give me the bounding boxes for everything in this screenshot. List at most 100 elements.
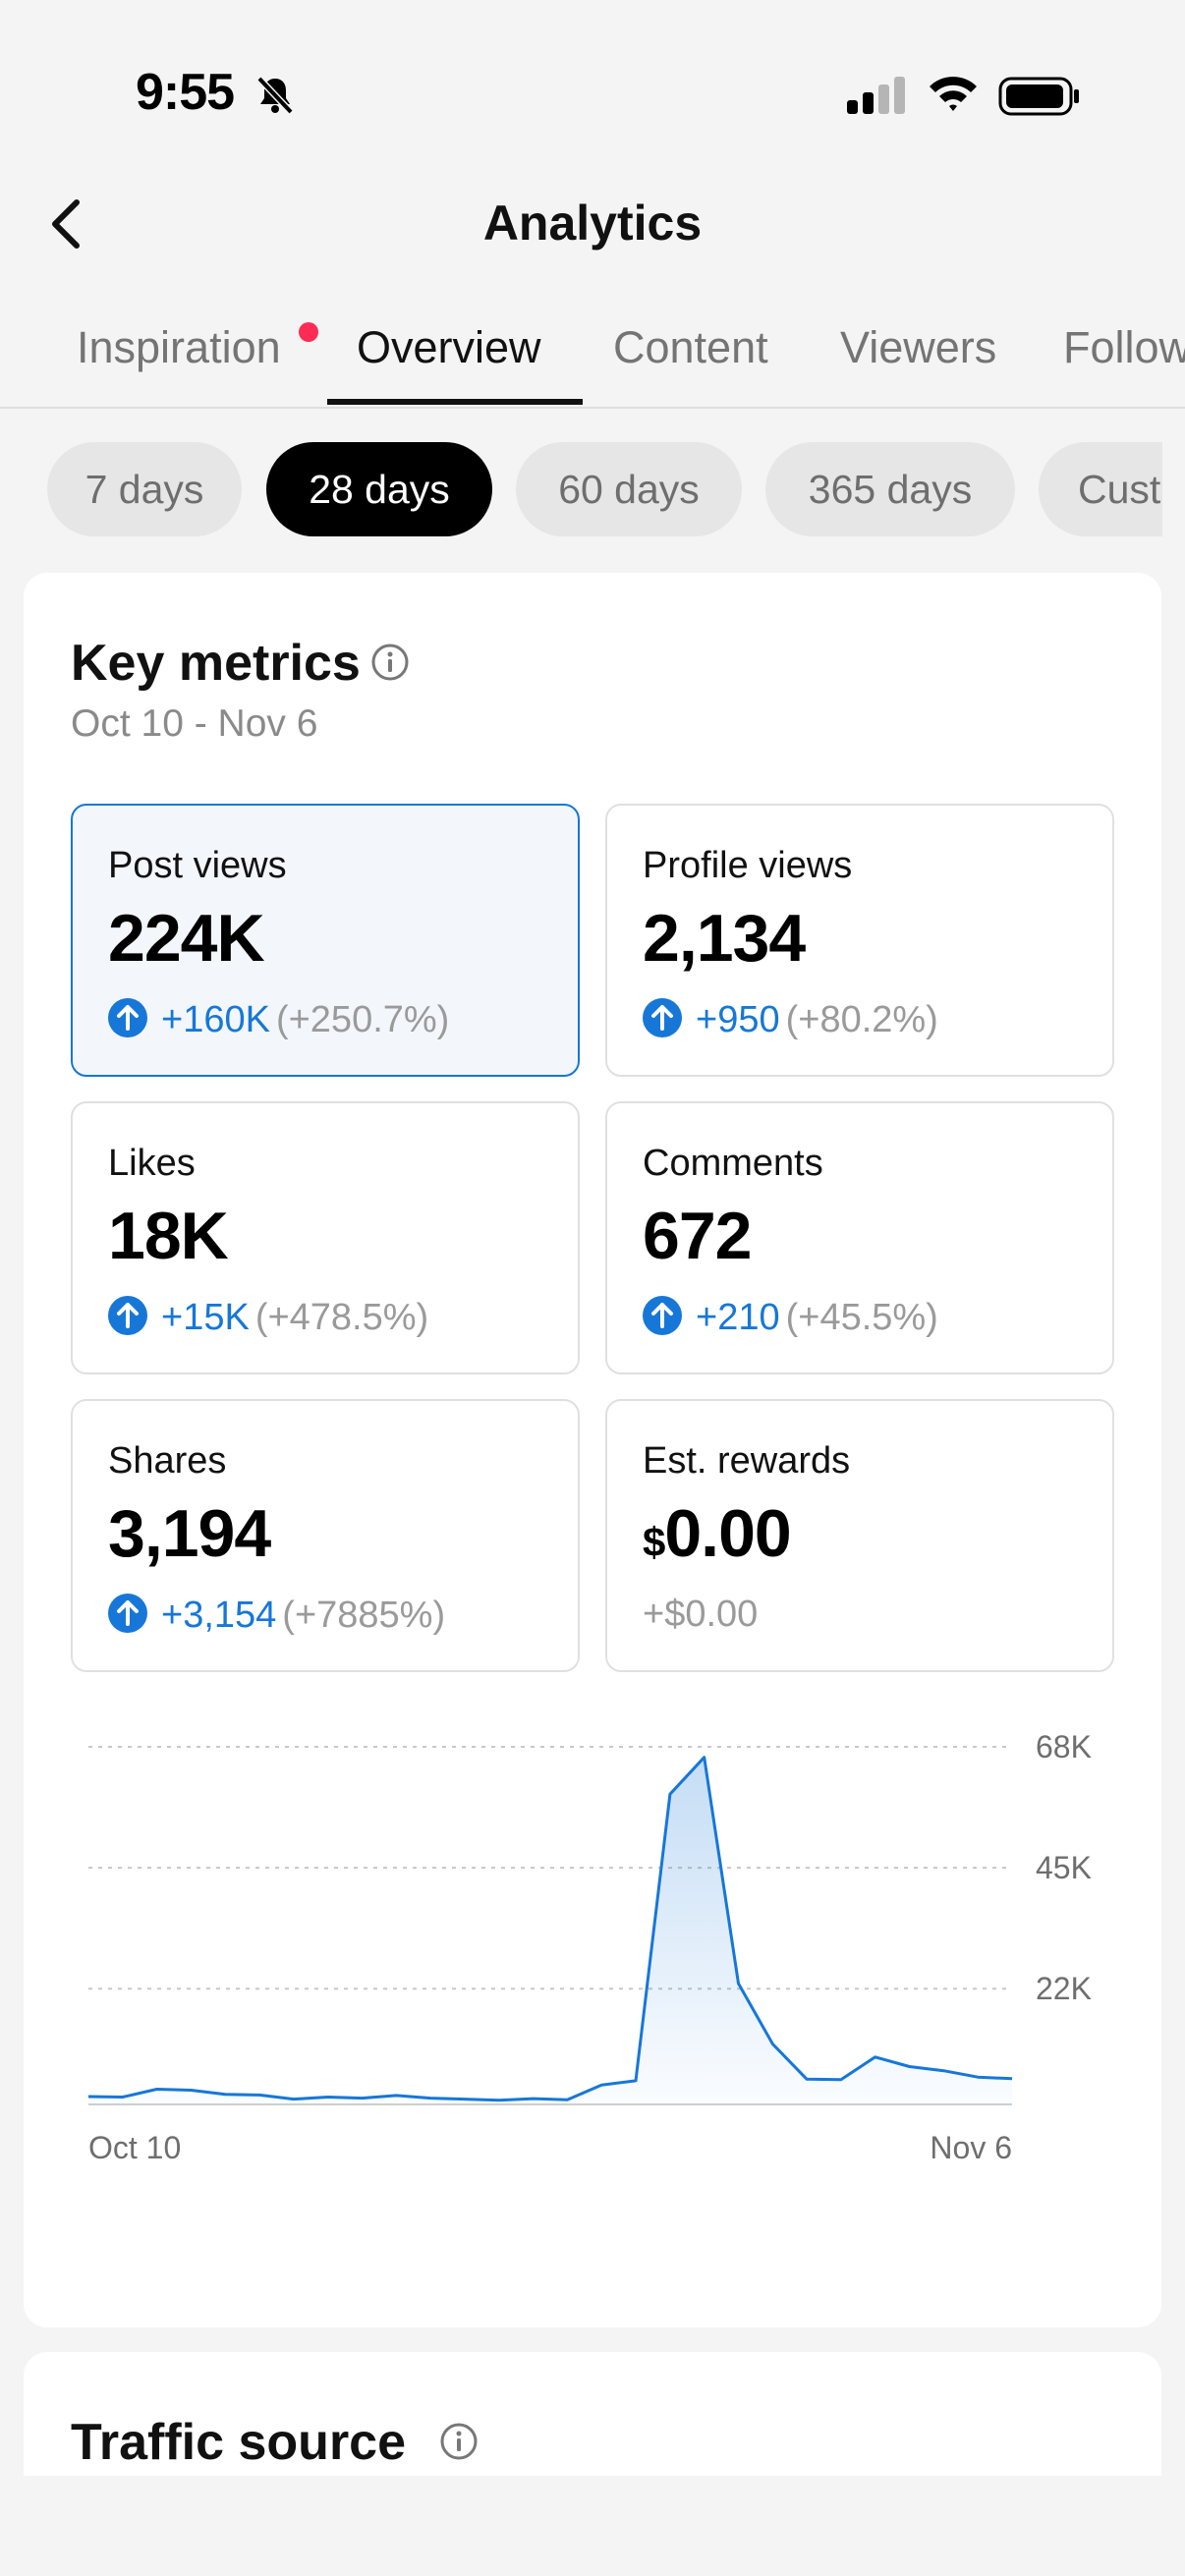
data-point (120, 2095, 126, 2100)
metric-delta: +160K (161, 999, 270, 1040)
tab-content[interactable]: Content (613, 322, 768, 372)
data-point (735, 1981, 741, 1987)
metric-delta: +950 (696, 999, 780, 1040)
metric-change: +$0.00 (643, 1594, 759, 1635)
tab-viewers[interactable]: Viewers (840, 322, 997, 372)
data-point (702, 1755, 707, 1761)
metric-delta: +15K (161, 1297, 250, 1338)
metric-profile-views[interactable]: Profile views 2,134 +950 (+80.2%) (605, 804, 1114, 1077)
x-start-label: Oct 10 (88, 2130, 181, 2165)
currency-symbol: $ (643, 1519, 665, 1565)
metric-value: 2,134 (643, 901, 806, 976)
traffic-source-title: Traffic source (71, 2414, 407, 2471)
arrow-up-icon (643, 998, 682, 1037)
metric-value: $0.00 (643, 1495, 792, 1572)
data-point (633, 2078, 639, 2084)
data-point (907, 2063, 913, 2069)
chart-series-line (87, 1756, 1013, 2102)
data-point (769, 2041, 775, 2046)
data-point (667, 1791, 673, 1797)
page-title: Analytics (482, 196, 703, 251)
status-time: 9:55 (136, 64, 235, 121)
metric-percent: (+45.5%) (785, 1297, 938, 1338)
metric-label: Shares (108, 1440, 227, 1482)
metric-change: +950 (+80.2%) (643, 998, 938, 1041)
bottom-area (0, 2476, 1185, 2576)
chart-area (88, 1757, 1012, 2104)
period-60-days[interactable]: 60 days (516, 442, 742, 536)
data-point (188, 2088, 194, 2094)
period-365-days[interactable]: 365 days (765, 442, 1015, 536)
metric-est-rewards[interactable]: Est. rewards $0.00 +$0.00 (605, 1399, 1114, 1672)
key-metrics-title: Key metrics (71, 635, 361, 692)
metric-value: 3,194 (108, 1496, 271, 1571)
y-tick-label: 22K (1036, 1971, 1092, 2006)
arrow-up-icon (108, 1594, 147, 1633)
status-bar: 9:55 (0, 0, 1185, 147)
data-point (154, 2086, 160, 2092)
info-icon[interactable] (438, 2421, 480, 2462)
data-point (85, 2094, 91, 2100)
x-end-label: Nov 6 (930, 2130, 1012, 2165)
y-tick-label: 45K (1036, 1850, 1092, 1885)
info-icon[interactable] (369, 642, 411, 683)
metric-value: 672 (643, 1199, 752, 1273)
wifi-icon (930, 77, 977, 111)
metric-change: +160K (+250.7%) (108, 998, 449, 1041)
metric-change: +15K (+478.5%) (108, 1296, 428, 1339)
data-point (598, 2082, 604, 2088)
back-button[interactable] (43, 195, 88, 253)
bell-muted-icon (256, 76, 294, 115)
data-point (1009, 2076, 1015, 2082)
metric-label: Post views (108, 845, 287, 886)
post-views-chart[interactable]: 22K 45K 68K Oct 10 Nov 6 (24, 1703, 1161, 2253)
date-range: Oct 10 - Nov 6 (71, 702, 318, 745)
metric-comments[interactable]: Comments 672 +210 (+45.5%) (605, 1101, 1114, 1374)
rewards-amount: 0.00 (664, 1496, 791, 1571)
data-point (873, 2054, 878, 2060)
data-point (531, 2096, 536, 2101)
period-7-days[interactable]: 7 days (47, 442, 242, 536)
data-point (393, 2093, 399, 2099)
period-custom[interactable]: Custom (1039, 442, 1162, 536)
data-point (940, 2068, 946, 2074)
data-point (975, 2074, 981, 2080)
data-point (325, 2095, 331, 2100)
notification-dot (299, 322, 318, 342)
battery-icon (998, 77, 1079, 116)
data-point (838, 2077, 844, 2083)
metric-value: 18K (108, 1199, 229, 1273)
y-tick-label: 68K (1036, 1729, 1092, 1764)
metric-label: Est. rewards (643, 1440, 851, 1482)
metric-delta: +3,154 (161, 1595, 277, 1636)
arrow-up-icon (643, 1296, 682, 1335)
metric-shares[interactable]: Shares 3,194 +3,154 (+7885%) (71, 1399, 580, 1672)
data-point (804, 2076, 810, 2082)
metric-change: +3,154 (+7885%) (108, 1594, 445, 1637)
data-point (427, 2096, 433, 2101)
metric-value: 224K (108, 901, 265, 976)
tab-overview[interactable]: Overview (357, 322, 541, 372)
data-point (496, 2098, 502, 2103)
data-point (360, 2096, 366, 2101)
data-point (564, 2097, 570, 2102)
metric-percent: (+250.7%) (275, 999, 450, 1040)
arrow-up-icon (108, 998, 147, 1037)
active-tab-indicator (327, 399, 583, 405)
period-selector: 7 days 28 days 60 days 365 days Custom (0, 442, 1162, 540)
metric-percent: (+478.5%) (254, 1297, 429, 1338)
metric-label: Likes (108, 1143, 196, 1184)
cellular-signal-icon (847, 77, 905, 114)
tab-inspiration[interactable]: Inspiration (77, 322, 281, 372)
metric-likes[interactable]: Likes 18K +15K (+478.5%) (71, 1101, 580, 1374)
metric-percent: (+80.2%) (785, 999, 938, 1040)
metric-post-views[interactable]: Post views 224K +160K (+250.7%) (71, 804, 580, 1077)
metric-label: Comments (643, 1143, 823, 1184)
data-point (462, 2097, 468, 2102)
period-28-days[interactable]: 28 days (266, 442, 492, 536)
data-point (222, 2092, 228, 2098)
metric-change: +210 (+45.5%) (643, 1296, 938, 1339)
tab-followers[interactable]: Followers (1063, 322, 1185, 372)
arrow-up-icon (108, 1296, 147, 1335)
metric-percent: (+7885%) (282, 1595, 446, 1636)
